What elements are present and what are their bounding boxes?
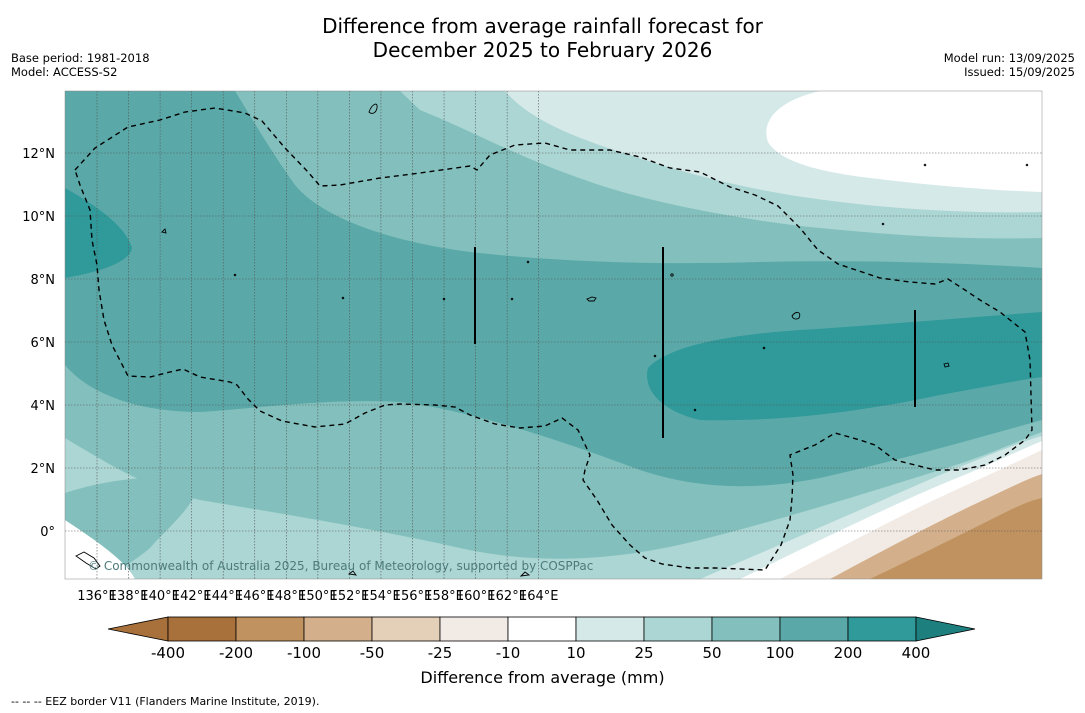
colorbar-tick-label: -400 bbox=[151, 644, 185, 662]
island bbox=[586, 296, 597, 302]
longitude-tick-label: 152°E bbox=[330, 589, 370, 604]
colorbar-swatch bbox=[643, 616, 713, 642]
colorbar-tick-label: 10 bbox=[566, 644, 585, 662]
model-text: Model: ACCESS-S2 bbox=[11, 65, 118, 79]
longitude-tick-label: 140°E bbox=[140, 589, 180, 604]
model-run-text: Model run: 13/09/2025 bbox=[943, 51, 1075, 65]
island bbox=[670, 273, 674, 277]
islands bbox=[75, 103, 1029, 577]
island bbox=[161, 228, 167, 234]
colorbar-swatch bbox=[575, 616, 645, 642]
colorbar-tick-label: 25 bbox=[634, 644, 653, 662]
island bbox=[653, 354, 657, 358]
colorbar-label: Difference from average (mm) bbox=[420, 668, 665, 687]
eez-footnote: -- -- -- EEZ border V11 (Flanders Marine… bbox=[11, 695, 320, 708]
longitude-tick-label: 162°E bbox=[487, 589, 527, 604]
colorbar-swatch bbox=[507, 616, 577, 642]
island bbox=[341, 296, 345, 300]
colorbar-ticks: -400 -200 -100 -50 -25 -10 10 25 50 100 200 400 bbox=[151, 644, 930, 662]
longitude-tick-label: 160°E bbox=[456, 589, 496, 604]
rain-band-wet-200-west bbox=[65, 188, 132, 278]
rain-band-wet-200-east bbox=[647, 312, 1042, 421]
latitude-tick-label: 6°N bbox=[31, 336, 56, 351]
colorbar-swatch bbox=[235, 616, 305, 642]
colorbar-swatch bbox=[711, 616, 781, 642]
colorbar-tick-label: 100 bbox=[766, 644, 795, 662]
colorbar-tick-label: 200 bbox=[834, 644, 863, 662]
graticule bbox=[65, 91, 1042, 579]
island bbox=[510, 297, 514, 301]
colorbar-tick-label: -100 bbox=[287, 644, 321, 662]
longitude-tick-label: 158°E bbox=[424, 589, 464, 604]
island bbox=[881, 222, 885, 226]
island bbox=[923, 163, 927, 167]
colorbar-swatch bbox=[847, 616, 917, 642]
island bbox=[75, 551, 101, 570]
colorbar-swatch bbox=[371, 616, 441, 642]
colorbar-swatch bbox=[167, 616, 237, 642]
colorbar-tick-label: -25 bbox=[428, 644, 453, 662]
rain-band-neutral-north bbox=[766, 91, 1042, 192]
island bbox=[519, 571, 531, 577]
colorbar-tick-label: -50 bbox=[360, 644, 385, 662]
latitude-tick-label: 4°N bbox=[31, 399, 56, 414]
colorbar-swatch bbox=[779, 616, 849, 642]
longitude-tick-label: 146°E bbox=[235, 589, 275, 604]
island bbox=[347, 570, 358, 576]
latitude-tick-label: 8°N bbox=[31, 273, 56, 288]
colorbar-tick-label: 50 bbox=[702, 644, 721, 662]
map-frame bbox=[64, 90, 1043, 580]
longitude-tick-label: 150°E bbox=[298, 589, 338, 604]
map-plot-area: © Commonwealth of Australia 2025, Bureau… bbox=[65, 91, 1042, 579]
latitude-tick-label: 12°N bbox=[22, 147, 55, 162]
title-line-1: Difference from average rainfall forecas… bbox=[322, 14, 763, 38]
longitude-tick-label: 148°E bbox=[267, 589, 307, 604]
longitude-tick-label: 142°E bbox=[172, 589, 212, 604]
island bbox=[526, 260, 530, 264]
island bbox=[1025, 163, 1029, 167]
meta-left: Base period: 1981-2018 Model: ACCESS-S2 bbox=[11, 51, 150, 79]
longitude-tick-label: 164°E bbox=[519, 589, 559, 604]
latitude-tick-label: 0° bbox=[40, 525, 55, 540]
longitude-tick-label: 154°E bbox=[361, 589, 401, 604]
island bbox=[233, 273, 237, 277]
island bbox=[442, 297, 446, 301]
longitude-tick-label: 136°E bbox=[77, 589, 117, 604]
rain-band-neutral-southwest bbox=[65, 520, 135, 579]
issued-text: Issued: 15/09/2025 bbox=[964, 65, 1075, 79]
longitude-tick-label: 144°E bbox=[203, 589, 243, 604]
latitude-axis: 12°N 10°N 8°N 6°N 4°N 2°N 0° bbox=[22, 147, 55, 540]
meta-right: Model run: 13/09/2025 Issued: 15/09/2025 bbox=[944, 51, 1075, 79]
island bbox=[943, 362, 950, 368]
island bbox=[368, 103, 378, 114]
colorbar-extend-wet bbox=[915, 616, 976, 642]
latitude-tick-label: 2°N bbox=[31, 462, 56, 477]
base-period-text: Base period: 1981-2018 bbox=[11, 51, 150, 65]
rain-band-dry-200 bbox=[870, 498, 1042, 579]
island bbox=[693, 408, 697, 412]
copyright-text: © Commonwealth of Australia 2025, Bureau… bbox=[88, 559, 593, 573]
longitude-tick-label: 156°E bbox=[393, 589, 433, 604]
longitude-tick-label: 138°E bbox=[109, 589, 149, 604]
colorbar bbox=[107, 616, 976, 642]
map-title: Difference from average rainfall forecas… bbox=[0, 14, 1085, 62]
colorbar-extend-dry bbox=[107, 616, 169, 642]
colorbar-tick-label: -10 bbox=[496, 644, 521, 662]
island bbox=[762, 346, 766, 350]
colorbar-swatch bbox=[439, 616, 509, 642]
colorbar-tick-label: -200 bbox=[219, 644, 253, 662]
title-line-2: December 2025 to February 2026 bbox=[372, 38, 713, 62]
longitude-axis: 136°E138°E140°E142°E144°E146°E148°E150°E… bbox=[77, 589, 558, 604]
colorbar-swatch bbox=[303, 616, 373, 642]
colorbar-tick-label: 400 bbox=[902, 644, 931, 662]
island bbox=[791, 311, 801, 320]
latitude-tick-label: 10°N bbox=[22, 210, 55, 225]
